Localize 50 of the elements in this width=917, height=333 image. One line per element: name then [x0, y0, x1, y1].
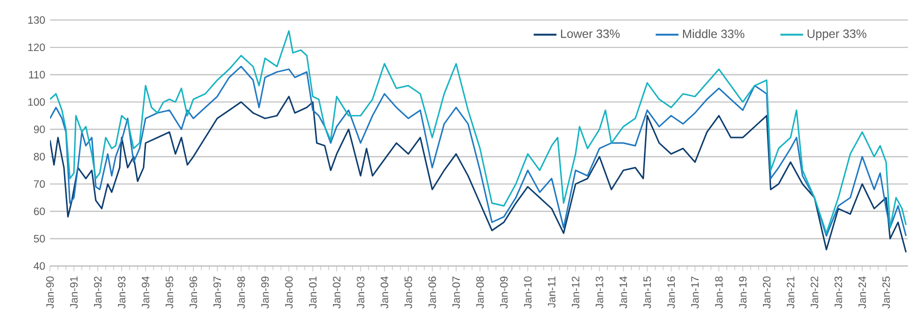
x-tick-label: Jan-00: [285, 276, 293, 308]
x-tick-label: Jan-20: [762, 276, 770, 308]
x-tick-label: Jan-93: [118, 276, 126, 308]
x-tick-label: Jan-13: [596, 276, 604, 308]
x-tick-label: Jan-04: [380, 276, 388, 308]
x-tick-label: Jan-97: [213, 276, 222, 308]
x-tick-label: Jan-15: [644, 276, 651, 308]
x-tick-label: Jan-14: [620, 276, 628, 308]
y-tick-label: 50: [34, 234, 45, 242]
x-tick-label: Jan-01: [309, 276, 317, 308]
x-tick-label: Jan-91: [70, 276, 78, 308]
x-tick-label: Jan-08: [476, 276, 484, 308]
x-tick-label: Jan-90: [46, 276, 54, 308]
legend-label: Upper 33%: [808, 29, 866, 40]
x-tick-label: Jan-22: [810, 276, 818, 308]
y-tick-label: 60: [34, 208, 45, 216]
x-tick-label: Jan-11: [548, 276, 556, 308]
y-tick-label: 110: [29, 70, 45, 78]
x-tick-label: Jan-10: [524, 276, 532, 308]
line-series: [50, 66, 907, 237]
x-tick-label: Jan-03: [356, 276, 364, 308]
x-tick-label: Jan-18: [715, 276, 723, 308]
x-tick-label: Jan-05: [404, 276, 412, 308]
x-tick-label: Jan-95: [166, 276, 174, 308]
y-tick-label: 80: [34, 152, 45, 160]
x-tick-label: Jan-09: [500, 276, 508, 308]
x-tick-label: Jan-21: [786, 276, 794, 308]
x-tick-label: Jan-23: [834, 276, 842, 308]
x-tick-label: Jan-94: [142, 276, 150, 308]
legend-label: Middle 33%: [683, 29, 744, 38]
x-tick-label: Jan-25: [882, 276, 890, 308]
x-tick-label: Jan-16: [667, 276, 675, 308]
legend-label: Lower 33%: [561, 29, 620, 38]
x-tick-label: Jan-96: [190, 276, 198, 308]
y-tick-label: 130: [28, 16, 45, 24]
y-tick-label: 90: [34, 126, 45, 134]
x-tick-label: Jan-19: [739, 276, 747, 308]
x-tick-label: Jan-07: [452, 276, 460, 308]
x-tick-label: Jan-02: [332, 276, 340, 308]
y-tick-label: 100: [28, 98, 45, 106]
x-tick-label: Jan-06: [428, 276, 436, 308]
y-tick-label: 70: [34, 180, 45, 188]
x-tick-label: Jan-24: [858, 276, 866, 308]
x-tick-label: Jan-17: [691, 276, 699, 308]
x-tick-label: Jan-98: [237, 276, 245, 308]
x-tick-label: Jan-12: [572, 276, 580, 308]
y-tick-label: 40: [34, 262, 45, 270]
x-tick-label: Jan-92: [94, 276, 102, 308]
x-tick-label: Jan-99: [261, 276, 269, 308]
y-tick-label: 120: [28, 44, 45, 52]
